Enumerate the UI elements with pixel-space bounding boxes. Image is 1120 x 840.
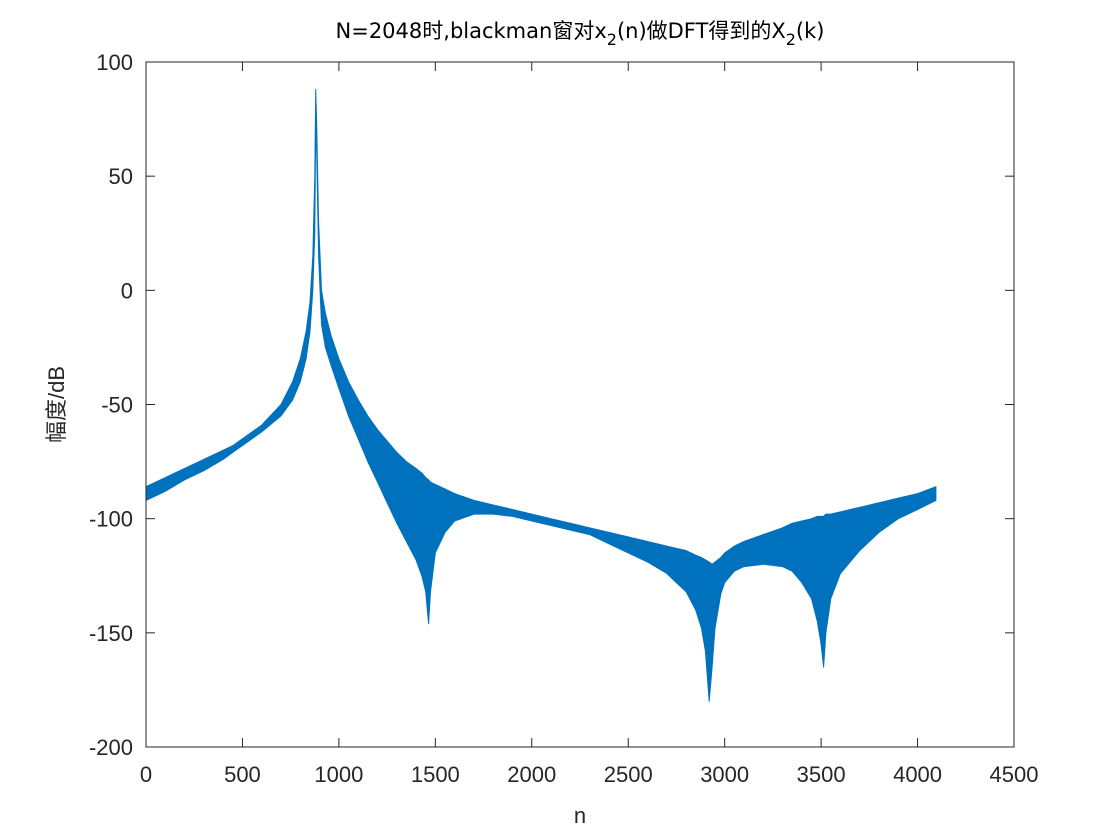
x-tick-label: 1500 bbox=[411, 762, 460, 787]
x-tick-label: 1000 bbox=[314, 762, 363, 787]
x-axis-label: n bbox=[574, 803, 586, 828]
chart-title: N=2048时,blackman窗对x2(n)做DFT得到的X2(k) bbox=[336, 19, 825, 49]
series-line-0 bbox=[145, 88, 937, 702]
y-tick-label: 50 bbox=[109, 164, 133, 189]
axes-box bbox=[145, 61, 1015, 748]
x-tick-label: 500 bbox=[224, 762, 261, 787]
x-tick-label: 3000 bbox=[700, 762, 749, 787]
y-tick-label: 100 bbox=[96, 50, 133, 75]
y-axis-label: 幅度/dB bbox=[44, 366, 69, 443]
y-tick-label: -150 bbox=[89, 621, 133, 646]
x-tick-label: 2000 bbox=[507, 762, 556, 787]
y-tick-label: -50 bbox=[101, 393, 133, 418]
x-tick-label: 2500 bbox=[604, 762, 653, 787]
x-tick-label: 4500 bbox=[990, 762, 1039, 787]
y-tick-label: -100 bbox=[89, 507, 133, 532]
y-tick-label: -200 bbox=[89, 735, 133, 760]
x-tick-label: 3500 bbox=[797, 762, 846, 787]
x-tick-label: 4000 bbox=[893, 762, 942, 787]
x-tick-label: 0 bbox=[140, 762, 152, 787]
y-tick-label: 0 bbox=[121, 278, 133, 303]
